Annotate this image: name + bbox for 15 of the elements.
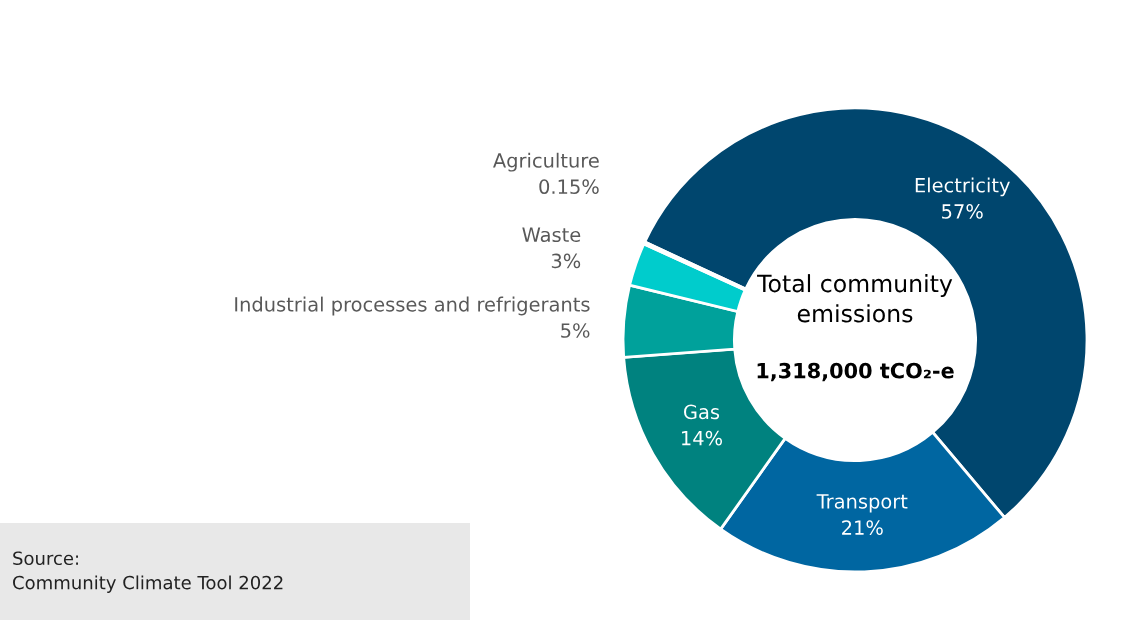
data-label: 3% — [551, 253, 581, 269]
data-label: 21% — [842, 520, 883, 535]
slice-label: Agriculture — [493, 152, 599, 172]
slice-label: Transport — [816, 494, 908, 513]
slice-label: Waste — [522, 227, 581, 243]
data-label: 57% — [942, 204, 983, 219]
text: 1,318,000 tCO₂-e — [757, 362, 954, 382]
slice-label: Gas — [684, 404, 720, 420]
data-label: 0.15% — [539, 179, 599, 195]
text: Total community emissions — [757, 274, 953, 323]
data-label: 5% — [561, 323, 590, 338]
slice-label: Electricity — [915, 177, 1010, 197]
slice-label: Industrial processes and refrigerants — [235, 296, 590, 316]
source-note: Source: Community Climate Tool 2022 — [13, 551, 283, 593]
data-label: 14% — [682, 430, 723, 446]
